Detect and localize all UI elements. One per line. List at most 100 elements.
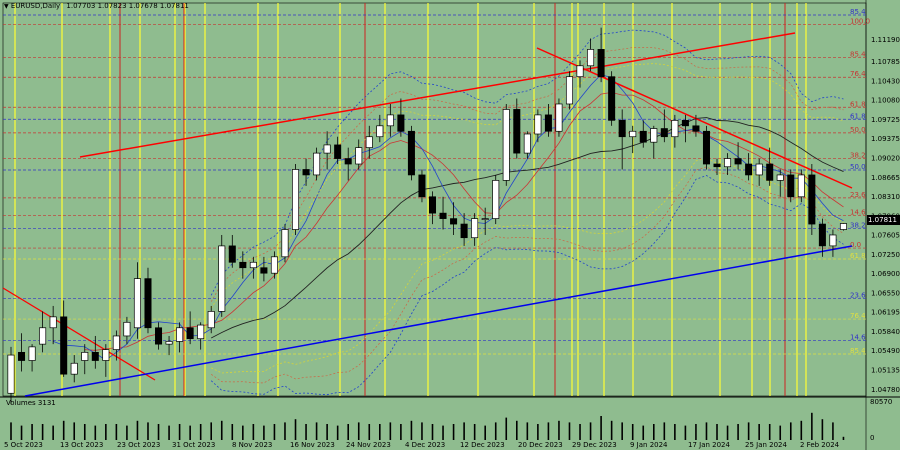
candle-body [18, 351, 26, 361]
candle-body [207, 311, 215, 329]
candle-body [565, 76, 573, 105]
candle-body [218, 245, 226, 312]
fib-level-label: 23.6 [850, 191, 866, 199]
falling-resistance-line [536, 47, 853, 189]
candle-body [176, 327, 184, 342]
time-axis: 5 Oct 2023 13 Oct 2023 23 Oct 2023 31 Oct 2… [4, 441, 840, 449]
candle-body [112, 335, 120, 350]
volume-max-label: 80570 [870, 398, 893, 406]
candle-body [471, 218, 479, 239]
date-tick-label: 8 Nov 2023 [232, 441, 272, 449]
ohlc-values: 1.07703 1.07823 1.07678 1.07811 [66, 2, 189, 10]
band-lower-blue [210, 175, 844, 396]
price-tick-label: 1.04780 [871, 386, 900, 394]
candle-body [734, 158, 742, 165]
band-lower-orange [210, 166, 844, 384]
price-tick-label: 1.09725 [871, 116, 900, 124]
date-tick-label: 13 Oct 2023 [60, 441, 103, 449]
candle-body [776, 174, 784, 181]
candle-body [7, 354, 15, 394]
candle-body [702, 130, 710, 165]
date-tick-label: 20 Dec 2023 [518, 441, 563, 449]
volume-bars [10, 412, 845, 440]
fib-level-label: 61.8 [850, 112, 866, 120]
candle-body [818, 223, 826, 247]
date-tick-label: 2 Feb 2024 [800, 441, 840, 449]
price-tick-label: 1.09375 [871, 135, 900, 143]
candle-body [355, 147, 363, 165]
fib-level-label: 85.4 [850, 51, 866, 59]
candle-body [618, 120, 626, 138]
fib-level-label: 76.4 [850, 312, 866, 320]
candle-body [313, 152, 321, 176]
candle-body [60, 316, 68, 375]
current-price-value: 1.07811 [868, 216, 897, 224]
price-tick-label: 1.05840 [871, 328, 900, 336]
candle-body [270, 256, 278, 274]
fibonacci-levels: 85.4100.085.476.461.861.850.038.250.023.… [3, 8, 870, 355]
candle-body [49, 316, 57, 329]
candle-body [766, 163, 774, 181]
fib-level-label: 23.6 [850, 291, 866, 299]
candle-body [81, 351, 89, 361]
date-tick-label: 29 Dec 2023 [572, 441, 617, 449]
band-upper-orange [210, 47, 844, 302]
date-tick-label: 16 Nov 2023 [290, 441, 335, 449]
candle-body [70, 362, 78, 375]
candle-body [692, 125, 700, 132]
fib-level-label: 14.6 [850, 208, 866, 216]
fib-level-label: 85.4 [850, 8, 866, 16]
fib-level-label: 50.0 [850, 126, 866, 134]
candle-body [755, 163, 763, 176]
candle-body [144, 278, 152, 329]
candle-body [460, 223, 468, 239]
date-tick-label: 24 Nov 2023 [346, 441, 391, 449]
band-lower-yellow [211, 157, 844, 374]
price-tick-label: 1.06550 [871, 289, 900, 297]
date-tick-label: 23 Oct 2023 [117, 441, 160, 449]
candle-body [302, 169, 310, 176]
price-tick-label: 1.08310 [871, 193, 900, 201]
candle-body [713, 163, 721, 168]
candle-body [292, 169, 300, 230]
candle-body [576, 65, 584, 78]
candle-body [492, 180, 500, 219]
candle-body [839, 223, 847, 230]
price-tick-label: 1.09020 [871, 154, 900, 162]
price-tick-label: 1.07250 [871, 251, 900, 259]
candle-body [249, 261, 257, 269]
volume-zero-label: 0 [870, 434, 875, 442]
candle-body [745, 163, 753, 176]
price-tick-label: 1.05135 [871, 367, 900, 375]
candle-body [239, 261, 247, 269]
date-tick-label: 5 Oct 2023 [4, 441, 43, 449]
collapse-triangle-icon[interactable]: ▼ [4, 3, 9, 10]
candle-body [165, 341, 173, 345]
ma-blue [52, 74, 844, 361]
candle-body [376, 125, 384, 138]
candle-body [650, 128, 658, 143]
candle-body [39, 327, 47, 345]
candle-body [555, 103, 563, 132]
candle-body [829, 234, 837, 247]
candle-body [724, 158, 732, 168]
date-tick-label: 12 Dec 2023 [460, 441, 505, 449]
candle-body [523, 133, 531, 154]
candle-body [502, 109, 510, 181]
fib-level-label: 100.0 [850, 17, 870, 25]
candle-body [481, 218, 489, 220]
candle-body [397, 114, 405, 132]
ma-black [210, 117, 844, 339]
early-descending-line [2, 287, 156, 381]
price-tick-label: 1.10430 [871, 78, 900, 86]
fib-level-label: 61.8 [850, 252, 866, 260]
rising-support-line [24, 245, 853, 397]
chart-header: ▼ EURUSD,Daily 1.07703 1.07823 1.07678 1… [4, 2, 189, 10]
candle-body [365, 136, 373, 148]
candle-body [681, 120, 689, 127]
fib-level-label: 38.2 [850, 221, 866, 229]
candle-body [450, 218, 458, 225]
